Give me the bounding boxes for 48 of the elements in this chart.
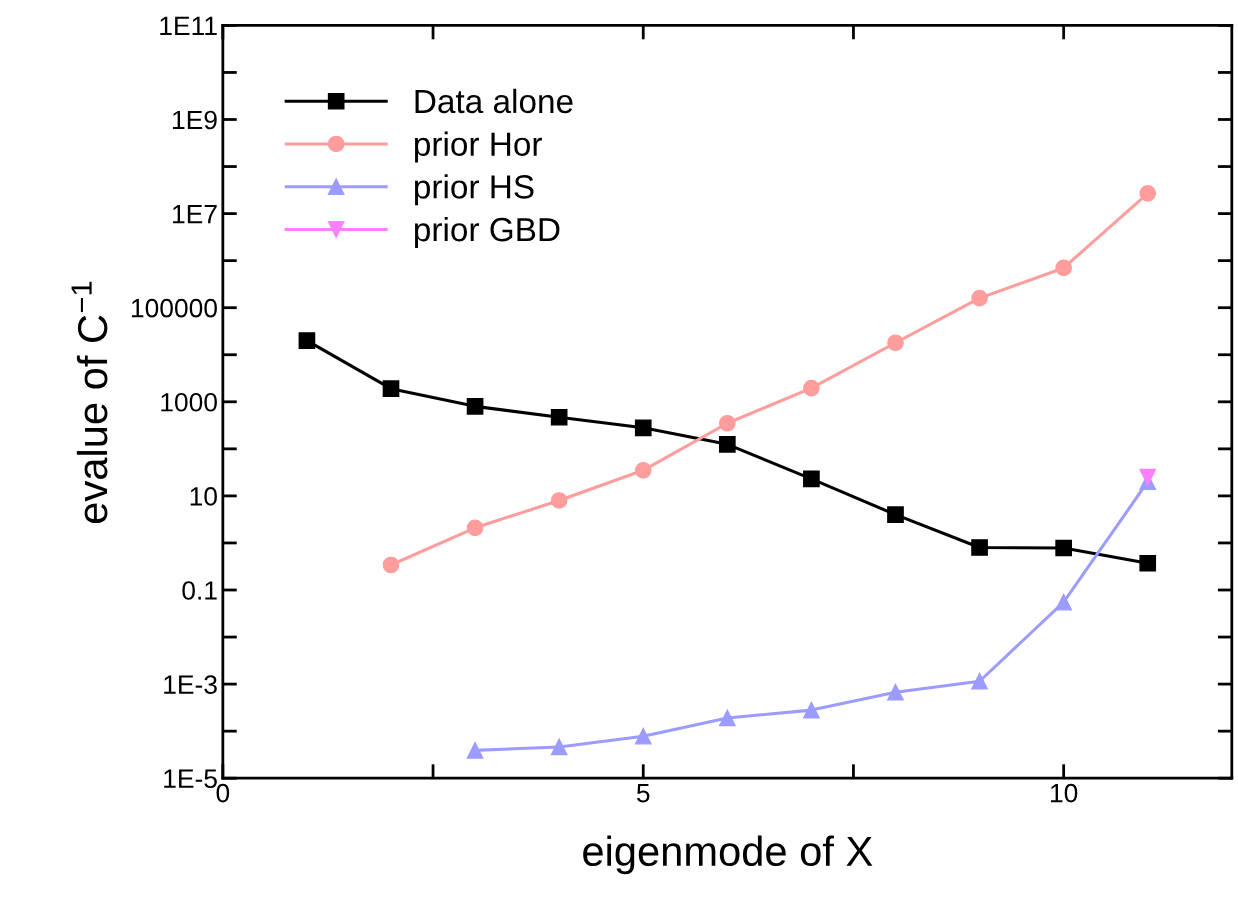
- point: [1055, 593, 1072, 611]
- point: [718, 414, 736, 432]
- y-tick-label: 1E-3: [164, 675, 217, 694]
- x-tick-label: 10: [1050, 783, 1078, 803]
- point: [971, 289, 988, 307]
- point: [887, 334, 904, 352]
- y-tick-label: 0.1: [182, 581, 217, 600]
- y-tick-label: 1E11: [160, 16, 217, 35]
- point: [634, 461, 652, 479]
- point: [382, 556, 400, 574]
- point: [971, 539, 988, 556]
- point: [550, 738, 568, 756]
- point: [718, 709, 736, 727]
- point: [466, 398, 484, 415]
- point: [803, 701, 820, 719]
- y-tick-label: 100000: [131, 298, 217, 318]
- point: [803, 470, 820, 488]
- point: [466, 742, 484, 759]
- point: [1055, 539, 1072, 557]
- point: [298, 332, 316, 349]
- point: [1139, 468, 1157, 486]
- y-axis-title: evalue of C$^{−1}$: [71, 281, 108, 523]
- y-tick-label: 1000: [161, 392, 217, 412]
- legend-label: prior GBD: [414, 216, 560, 249]
- point: [1139, 184, 1157, 202]
- point: [887, 506, 904, 523]
- legend-label: prior HS: [414, 174, 534, 206]
- legend-label: prior Hor: [414, 131, 542, 163]
- x-tick-label: 0: [216, 783, 230, 803]
- legend-label: Data alone: [415, 88, 573, 114]
- point: [550, 408, 568, 426]
- point: [887, 683, 904, 701]
- point: [550, 492, 568, 509]
- y-tick-label: 10: [190, 487, 217, 506]
- point: [718, 435, 736, 453]
- y-tick-label: 1E9: [173, 110, 217, 130]
- point: [803, 379, 820, 397]
- x-axis-title: eigenmode of X: [583, 835, 873, 875]
- point: [634, 727, 652, 745]
- point: [382, 380, 400, 398]
- point: [971, 672, 988, 690]
- y-tick-label: 1E7: [173, 205, 217, 224]
- y-tick-label: 1E-5: [164, 769, 217, 789]
- point: [634, 419, 652, 437]
- point: [1139, 554, 1157, 572]
- point: [466, 519, 484, 537]
- point: [1055, 259, 1072, 277]
- x-tick-label: 5: [636, 784, 650, 803]
